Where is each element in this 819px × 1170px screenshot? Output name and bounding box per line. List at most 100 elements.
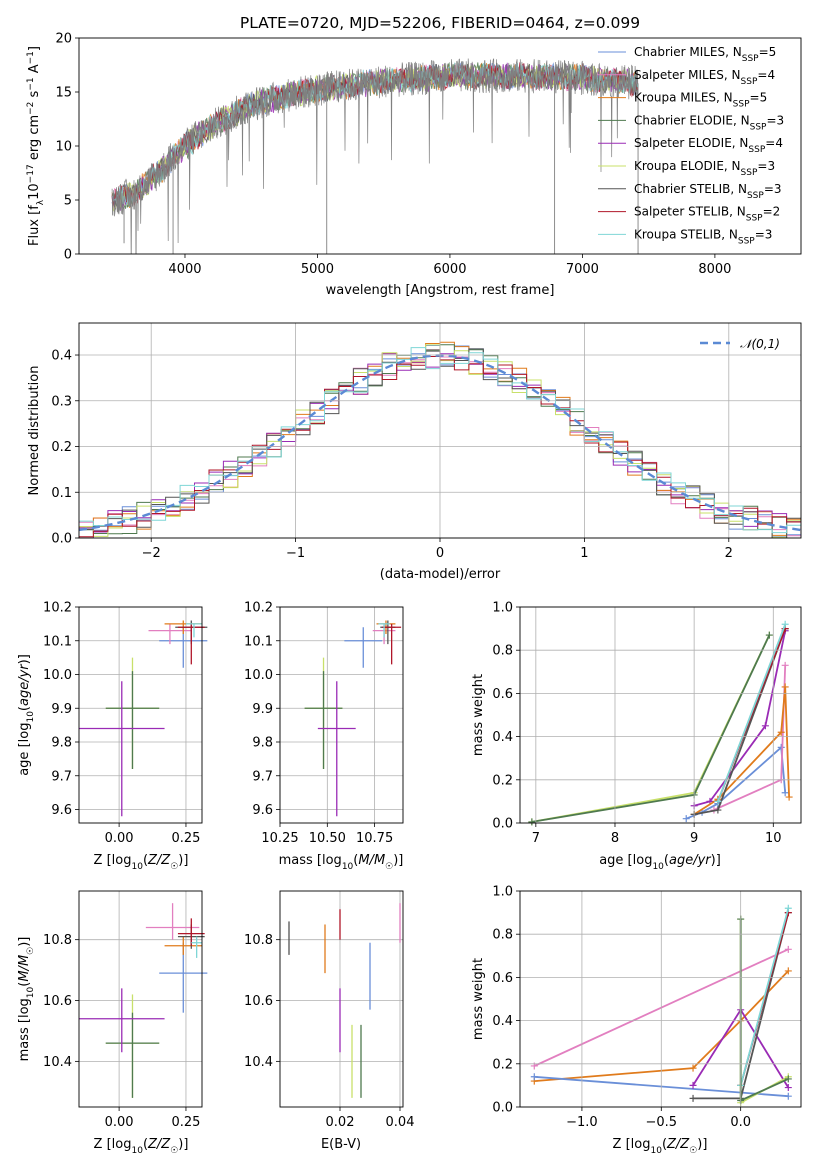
legend-entry: Chabrier ELODIE, NSSP=3	[634, 113, 784, 132]
legend-entry: Kroupa STELIB, NSSP=3	[634, 227, 772, 246]
mass-vs-Z-y-axis-label: mass [log10(M/M☉)]	[17, 937, 36, 1062]
y-tick-label: 10.1	[43, 634, 72, 649]
y-tick-label: 10.0	[244, 668, 273, 683]
mass-weight-marker	[528, 818, 536, 826]
mass_vs_Z-frame	[78, 890, 203, 1108]
y-tick-label: 15	[55, 86, 72, 101]
y-tick-label: 9.7	[51, 769, 72, 784]
weight_vs_age-plot	[528, 620, 793, 826]
y-tick-label: 0.3	[51, 394, 72, 409]
y-tick-label: 20	[55, 32, 72, 47]
x-tick-label: 7000	[566, 262, 599, 277]
mass-weight-line	[713, 665, 787, 811]
y-tick-label: 9.7	[252, 769, 273, 784]
mass-weight-marker	[781, 620, 789, 628]
mass-weight-marker	[689, 1094, 697, 1102]
x-tick-label: 0.00	[105, 831, 134, 846]
y-tick-label: 0.0	[492, 1101, 513, 1116]
legend-entry: Salpeter STELIB, NSSP=2	[634, 205, 780, 224]
mass-weight-marker	[784, 967, 792, 975]
residual-histogram-line	[79, 349, 801, 537]
residuals-frame	[78, 322, 802, 539]
x-tick-label: 10.25	[261, 831, 298, 846]
y-tick-label: 1.0	[492, 885, 513, 900]
x-tick-label: 10	[765, 831, 782, 846]
y-tick-label: 10.6	[244, 994, 273, 1009]
x-tick-label: 4000	[168, 262, 201, 277]
mass-weight-line	[531, 634, 771, 823]
y-tick-label: 0.1	[51, 486, 72, 501]
spectrum-plot	[111, 58, 639, 254]
residual-histogram-line	[79, 348, 801, 538]
mass_vs_Z-axes: 0.00 0.25 10.4 10.6 10.8	[43, 933, 200, 1130]
mass-weight-line	[693, 628, 787, 816]
mass-weight-marker	[714, 806, 722, 814]
residuals-plot	[79, 341, 801, 538]
mass_vs_EBV-plot	[280, 891, 403, 1107]
y-tick-label: 9.8	[51, 736, 72, 751]
y-tick-label: 9.9	[51, 702, 72, 717]
y-tick-label: 0	[64, 248, 72, 263]
x-tick-label: −1.0	[566, 1115, 598, 1130]
mass-vs-EBV-x-axis-label: E(B-V)	[321, 1137, 361, 1152]
legend-entry: Salpeter ELODIE, NSSP=4	[634, 136, 783, 155]
mass-weight-marker	[682, 815, 690, 823]
mass-weight-line	[717, 623, 787, 802]
y-tick-label: 10.2	[43, 601, 72, 616]
y-tick-label: 10.8	[43, 933, 72, 948]
y-tick-label: 1.0	[492, 601, 513, 616]
age-vs-mass-x-axis-label: mass [log10(M/M☉)]	[279, 853, 404, 872]
y-tick-label: 10.1	[244, 634, 273, 649]
weight_vs_Z-frame	[519, 890, 802, 1108]
age_vs_mass-axes: 10.25 10.50 10.75 9.6 9.7 9.8 9.9 10.0 10.1 10.2	[244, 601, 393, 847]
mass-weight-marker	[530, 1073, 538, 1081]
y-tick-label: 10	[55, 140, 72, 155]
spectrum-x-axis-label: wavelength [Angstrom, rest frame]	[326, 283, 555, 298]
y-tick-label: 10.4	[43, 1055, 72, 1070]
mass-weight-marker	[761, 722, 769, 730]
mass-weight-marker	[784, 1084, 792, 1092]
mass-weight-marker	[689, 1081, 697, 1089]
x-tick-label: 0.25	[171, 831, 200, 846]
weight-vs-age-y-axis-label: mass weight	[471, 674, 486, 756]
age-vs-Z-x-axis-label: Z [log10(Z/Z☉)]	[94, 853, 189, 872]
residuals-x-axis-label: (data-model)/error	[380, 567, 501, 582]
mass_vs_EBV-frame	[279, 890, 404, 1108]
x-tick-label: 0.0	[730, 1115, 751, 1130]
y-tick-label: 9.9	[252, 702, 273, 717]
age_vs_mass-plot	[279, 606, 403, 823]
y-tick-label: 0.2	[51, 440, 72, 455]
x-tick-label: 10.50	[309, 831, 346, 846]
weight_vs_age-frame	[519, 606, 802, 824]
residual-histograms	[79, 341, 801, 538]
legend-entry: Chabrier STELIB, NSSP=3	[634, 182, 782, 201]
x-tick-label: 5000	[301, 262, 334, 277]
y-tick-label: 9.6	[252, 803, 273, 818]
residual-histogram-line	[79, 341, 801, 536]
x-tick-label: 0.25	[171, 1115, 200, 1130]
weight-vs-Z-x-axis-label: Z [log10(Z/Z☉)]	[613, 1137, 708, 1156]
weight-vs-Z-y-axis-label: mass weight	[471, 958, 486, 1040]
x-tick-label: 8	[611, 831, 619, 846]
mass_vs_EBV-axes: 0.02 0.04 10.4 10.6 10.8	[244, 933, 414, 1130]
mass_vs_Z-plot	[79, 891, 208, 1107]
residual-histogram-line	[79, 347, 801, 534]
x-tick-label: −0.5	[646, 1115, 678, 1130]
residuals-axes: −2 −1 0 1 2 0.0 0.1 0.2 0.3 0.4	[51, 323, 801, 561]
residuals-y-axis-label: Normed distribution	[27, 366, 42, 496]
spectrum-frame	[78, 37, 802, 255]
y-tick-label: 10.8	[244, 933, 273, 948]
residual-histogram-line	[79, 344, 801, 538]
x-tick-label: −1	[286, 546, 305, 561]
x-tick-label: 2	[725, 546, 733, 561]
y-tick-label: 10.4	[244, 1055, 273, 1070]
x-tick-label: 7	[532, 831, 540, 846]
legend-entry: 𝒩(0,1)	[740, 337, 780, 351]
y-tick-label: 0.6	[492, 971, 513, 986]
mass-weight-line	[693, 686, 790, 816]
mass-weight-marker	[714, 797, 722, 805]
spectrum-y-axis-label: Flux [fλ10−17 erg cm−2 s−1 A−1]	[26, 46, 46, 246]
x-tick-label: 8000	[698, 262, 731, 277]
age_vs_Z-plot	[79, 606, 208, 823]
